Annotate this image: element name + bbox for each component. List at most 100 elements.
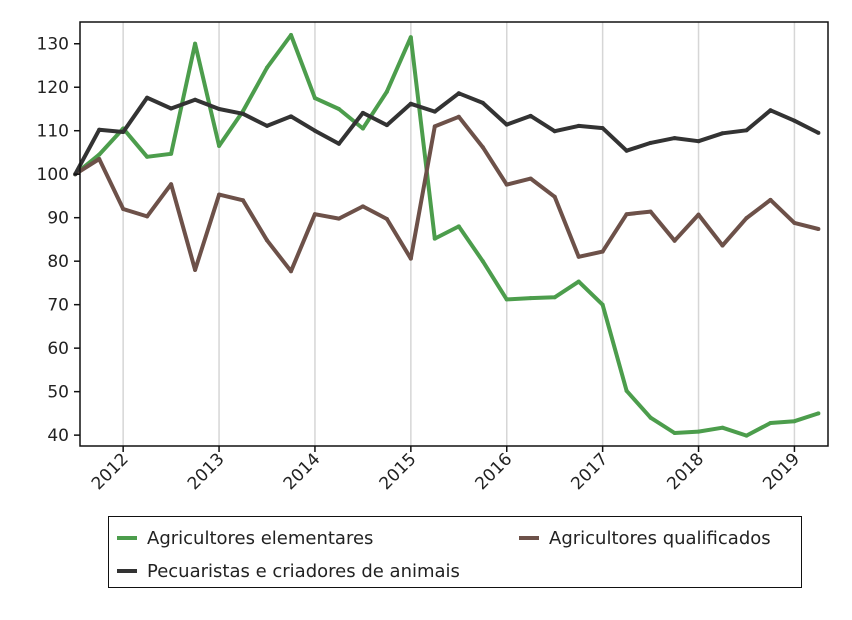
x-tick-label: 2013: [184, 449, 229, 494]
data-point: [289, 114, 293, 119]
data-point: [217, 143, 222, 148]
x-tick-label: 2015: [376, 449, 421, 494]
data-point: [648, 140, 653, 145]
data-point: [336, 141, 341, 146]
legend-swatch-pecuaristas: [117, 569, 137, 573]
data-point: [312, 96, 317, 101]
data-point: [241, 111, 245, 116]
data-point: [265, 238, 269, 243]
data-point: [265, 65, 269, 70]
data-point: [624, 388, 629, 393]
data-point: [456, 114, 461, 119]
data-point: [768, 108, 773, 113]
x-tick-label: 2016: [472, 449, 517, 494]
data-point: [816, 411, 821, 416]
data-point: [408, 256, 413, 261]
legend-label: Agricultores qualificados: [549, 527, 771, 549]
x-tick-label: 2017: [567, 449, 612, 494]
data-point: [672, 136, 677, 141]
data-point: [456, 91, 461, 96]
data-point: [480, 259, 485, 264]
x-tick-label: 2019: [759, 449, 804, 494]
series-lines: [73, 33, 821, 438]
data-point: [193, 267, 198, 272]
data-point: [792, 220, 797, 225]
data-point: [265, 123, 269, 128]
data-point: [576, 254, 581, 259]
x-axis: 2012 2013 2014 2015 2016 2017 2018 2019: [88, 446, 804, 494]
data-point: [241, 198, 245, 203]
data-point: [480, 100, 485, 105]
x-tick-label: 2018: [663, 449, 708, 494]
data-point: [768, 421, 773, 425]
data-point: [504, 297, 509, 302]
data-point: [672, 238, 677, 243]
data-point: [312, 212, 317, 217]
data-point: [169, 106, 174, 111]
data-point: [792, 118, 797, 123]
data-point: [816, 227, 821, 231]
data-point: [576, 279, 581, 284]
series-line-2: [73, 91, 820, 176]
data-point: [360, 204, 365, 209]
data-point: [576, 123, 581, 128]
vertical-gridlines: [122, 22, 796, 446]
data-point: [672, 431, 677, 435]
x-tick-label: 2014: [280, 449, 325, 494]
data-point: [504, 182, 509, 187]
data-point: [289, 269, 293, 274]
y-tick-label: 100: [37, 165, 69, 185]
data-point: [121, 130, 126, 134]
data-point: [696, 212, 701, 217]
legend-swatch-agricultores-qualificados: [519, 536, 539, 540]
data-point: [289, 33, 293, 37]
data-point: [552, 194, 557, 199]
y-tick-label: 70: [47, 296, 69, 316]
y-tick-label: 90: [47, 209, 69, 229]
data-point: [528, 113, 533, 118]
data-point: [312, 128, 317, 133]
data-point: [792, 419, 797, 424]
y-tick-label: 50: [47, 383, 69, 403]
y-tick-label: 110: [37, 122, 69, 142]
data-point: [97, 127, 102, 132]
series-line-1: [74, 114, 819, 274]
data-point: [648, 209, 653, 214]
data-point: [768, 197, 773, 202]
data-point: [217, 192, 222, 197]
data-point: [145, 214, 150, 219]
x-tick-label: 2012: [88, 449, 133, 494]
data-point: [720, 131, 725, 136]
data-point: [648, 415, 653, 420]
data-point: [169, 151, 174, 156]
data-point: [360, 126, 365, 131]
data-point: [145, 154, 150, 159]
data-point: [121, 207, 126, 211]
data-point: [193, 97, 198, 102]
data-point: [600, 126, 605, 131]
data-point: [600, 302, 605, 307]
data-point: [504, 122, 509, 127]
data-point: [528, 176, 533, 181]
legend-item-pecuaristas: Pecuaristas e criadores de animais: [117, 559, 460, 583]
legend-item-agricultores-elementares: Agricultores elementares: [117, 526, 373, 550]
data-point: [744, 216, 749, 221]
y-tick-label: 80: [47, 252, 69, 272]
data-point: [384, 123, 389, 128]
data-point: [432, 236, 437, 241]
data-point: [744, 433, 749, 438]
data-point: [624, 148, 629, 153]
data-point: [456, 224, 461, 229]
data-point: [193, 41, 198, 46]
data-point: [528, 296, 533, 301]
legend-label: Pecuaristas e criadores de animais: [147, 560, 460, 582]
legend-item-agricultores-qualificados: Agricultores qualificados: [519, 526, 771, 550]
data-point: [384, 89, 389, 94]
y-axis: 40 50 60 70 80 90 100 110 120 130: [37, 35, 80, 446]
data-point: [696, 429, 701, 434]
data-point: [169, 182, 174, 187]
y-tick-label: 120: [37, 78, 69, 98]
data-point: [217, 107, 222, 111]
series-line-0: [73, 33, 820, 438]
